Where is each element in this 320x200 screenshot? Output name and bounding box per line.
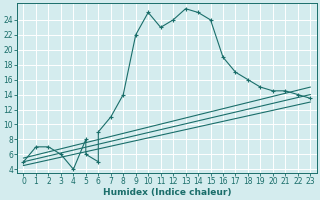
X-axis label: Humidex (Indice chaleur): Humidex (Indice chaleur) — [103, 188, 231, 197]
